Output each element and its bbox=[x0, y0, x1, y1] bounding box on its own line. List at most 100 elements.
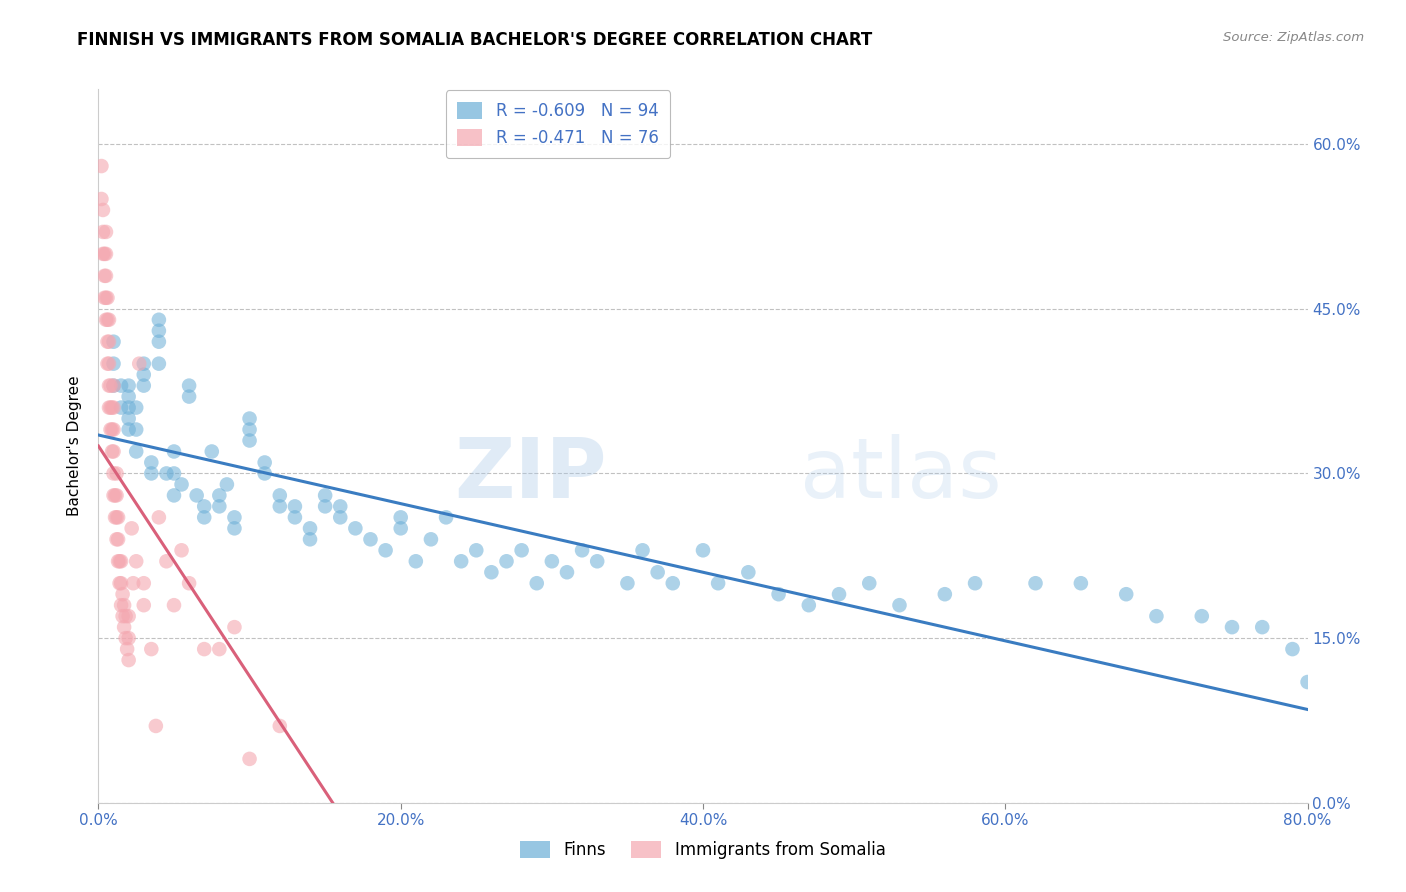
Point bbox=[100, 401, 122, 415]
Point bbox=[1024, 576, 1046, 591]
Point bbox=[208, 488, 231, 502]
Point bbox=[94, 247, 117, 261]
Point bbox=[100, 378, 122, 392]
Point bbox=[269, 500, 291, 514]
Point bbox=[163, 598, 186, 612]
Point bbox=[828, 587, 851, 601]
Point bbox=[90, 192, 112, 206]
Point bbox=[125, 554, 148, 568]
Point bbox=[93, 247, 115, 261]
Point bbox=[98, 312, 121, 326]
Point bbox=[201, 444, 224, 458]
Point bbox=[495, 554, 517, 568]
Point bbox=[389, 510, 412, 524]
Point bbox=[145, 719, 167, 733]
Point bbox=[111, 587, 134, 601]
Point bbox=[108, 554, 131, 568]
Point bbox=[91, 247, 114, 261]
Point bbox=[111, 609, 134, 624]
Point bbox=[965, 576, 987, 591]
Point bbox=[114, 631, 136, 645]
Point bbox=[91, 225, 114, 239]
Point bbox=[555, 566, 578, 580]
Point bbox=[103, 334, 125, 349]
Point bbox=[103, 401, 125, 415]
Point bbox=[94, 225, 117, 239]
Point bbox=[239, 752, 262, 766]
Point bbox=[107, 554, 129, 568]
Point bbox=[103, 423, 125, 437]
Point bbox=[737, 566, 759, 580]
Point bbox=[269, 488, 291, 502]
Point bbox=[110, 554, 132, 568]
Point bbox=[768, 587, 790, 601]
Point bbox=[208, 642, 231, 657]
Point bbox=[1220, 620, 1243, 634]
Text: Source: ZipAtlas.com: Source: ZipAtlas.com bbox=[1223, 31, 1364, 45]
Point bbox=[239, 423, 262, 437]
Point bbox=[269, 719, 291, 733]
Point bbox=[101, 401, 124, 415]
Point bbox=[314, 488, 336, 502]
Point bbox=[118, 378, 141, 392]
Point bbox=[98, 357, 121, 371]
Point bbox=[118, 423, 141, 437]
Point bbox=[118, 631, 141, 645]
Point bbox=[94, 312, 117, 326]
Point bbox=[374, 543, 396, 558]
Point bbox=[155, 554, 177, 568]
Point bbox=[114, 609, 136, 624]
Point bbox=[121, 521, 143, 535]
Point bbox=[90, 159, 112, 173]
Point bbox=[91, 202, 114, 217]
Point bbox=[132, 576, 155, 591]
Point bbox=[96, 291, 118, 305]
Point bbox=[125, 423, 148, 437]
Point bbox=[208, 500, 231, 514]
Point bbox=[889, 598, 911, 612]
Point bbox=[105, 533, 128, 547]
Point bbox=[253, 455, 276, 469]
Point bbox=[405, 554, 427, 568]
Point bbox=[193, 642, 215, 657]
Point bbox=[224, 521, 246, 535]
Point bbox=[98, 334, 121, 349]
Point bbox=[105, 510, 128, 524]
Point bbox=[94, 268, 117, 283]
Point bbox=[707, 576, 730, 591]
Point bbox=[858, 576, 880, 591]
Point bbox=[170, 477, 193, 491]
Point bbox=[692, 543, 714, 558]
Point bbox=[179, 576, 201, 591]
Point bbox=[148, 312, 170, 326]
Point bbox=[148, 357, 170, 371]
Point bbox=[155, 467, 177, 481]
Point bbox=[103, 357, 125, 371]
Point bbox=[434, 510, 457, 524]
Point bbox=[1251, 620, 1274, 634]
Point bbox=[299, 521, 322, 535]
Point bbox=[586, 554, 609, 568]
Point bbox=[108, 576, 131, 591]
Point bbox=[420, 533, 443, 547]
Point bbox=[148, 334, 170, 349]
Point bbox=[107, 533, 129, 547]
Point bbox=[526, 576, 548, 591]
Point bbox=[103, 444, 125, 458]
Point bbox=[284, 500, 307, 514]
Point bbox=[344, 521, 367, 535]
Point bbox=[115, 642, 138, 657]
Point bbox=[118, 390, 141, 404]
Text: ZIP: ZIP bbox=[454, 434, 606, 515]
Point bbox=[118, 653, 141, 667]
Text: atlas: atlas bbox=[800, 434, 1001, 515]
Point bbox=[647, 566, 669, 580]
Point bbox=[110, 378, 132, 392]
Point bbox=[104, 488, 127, 502]
Point bbox=[110, 401, 132, 415]
Point bbox=[112, 598, 135, 612]
Point bbox=[1296, 675, 1319, 690]
Point bbox=[103, 378, 125, 392]
Point bbox=[1144, 609, 1167, 624]
Text: FINNISH VS IMMIGRANTS FROM SOMALIA BACHELOR'S DEGREE CORRELATION CHART: FINNISH VS IMMIGRANTS FROM SOMALIA BACHE… bbox=[77, 31, 873, 49]
